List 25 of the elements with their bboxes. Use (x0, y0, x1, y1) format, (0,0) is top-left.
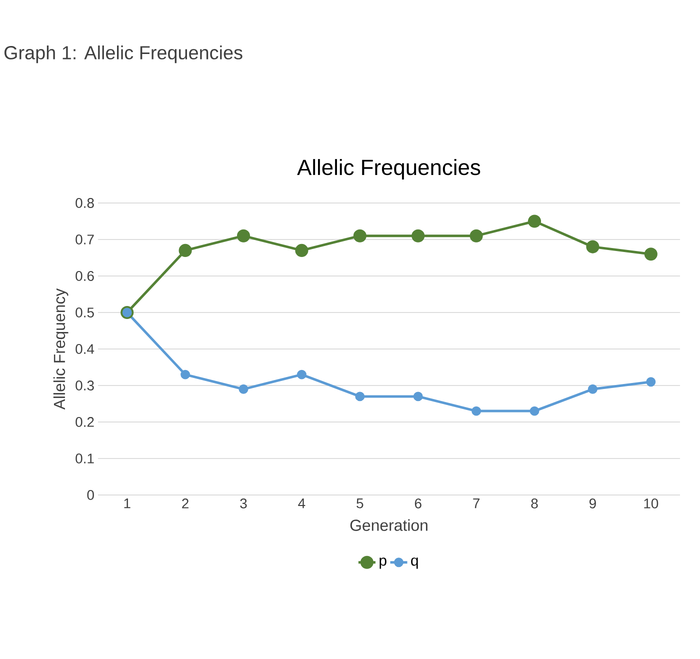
x-tick-label: 10 (644, 498, 658, 508)
x-tick-label: 3 (240, 498, 247, 508)
y-tick-label: 0.2 (76, 417, 94, 427)
x-tick-label: 6 (414, 498, 422, 508)
x-tick-label: 8 (531, 498, 538, 508)
x-tick-label: 9 (589, 498, 596, 508)
x-tick-label: 1 (124, 498, 130, 508)
legend-label: q (411, 558, 418, 569)
y-tick-label: 0.7 (76, 234, 94, 244)
y-tick-label: 0 (87, 490, 94, 500)
y-tick-label: 0.8 (76, 198, 94, 208)
y-tick-label: 0.5 (76, 308, 94, 318)
x-tick-label: 4 (298, 498, 306, 508)
y-tick-label: 0.3 (76, 380, 94, 390)
y-tick-label: 0.4 (76, 344, 94, 354)
chart-title: Allelic Frequencies (297, 159, 480, 180)
x-tick-label: 2 (182, 498, 188, 508)
x-tick-label: 7 (473, 498, 480, 508)
x-tick-label: 5 (356, 498, 364, 508)
caption: Graph 1: Allelic Frequencies (4, 46, 242, 64)
legend-label: p (380, 558, 386, 569)
y-tick-label: 0.6 (76, 271, 94, 281)
y-axis-title: Allelic Frequency (53, 288, 68, 410)
x-axis-title: Generation (350, 519, 428, 531)
y-tick-label: 0.1 (76, 454, 94, 464)
